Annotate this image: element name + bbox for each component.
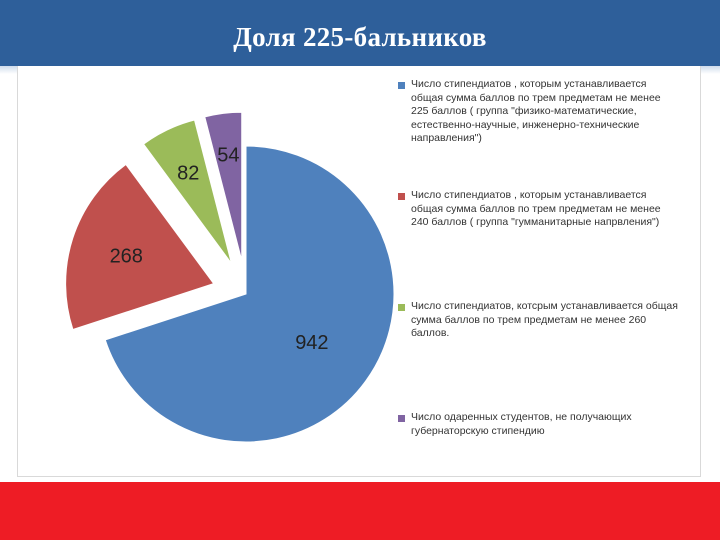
title-bar bbox=[0, 0, 720, 66]
slice-data-label: 942 bbox=[295, 332, 328, 354]
slice-data-label: 82 bbox=[177, 162, 199, 184]
slice-data-label: 268 bbox=[110, 246, 143, 268]
legend-swatch bbox=[398, 415, 405, 422]
slide-title: Доля 225-бальников bbox=[233, 22, 487, 52]
pie-slice bbox=[142, 119, 232, 264]
pie-slice bbox=[204, 111, 243, 261]
chart-legend: Число стипендиатов , которым устанавлива… bbox=[398, 0, 688, 476]
legend-label: Число стипендиатов , которым устанавлива… bbox=[411, 78, 661, 145]
legend-label: Число стипендиатов , которым устанавлива… bbox=[411, 189, 661, 229]
legend-swatch bbox=[398, 82, 405, 89]
pie-slice bbox=[104, 145, 395, 443]
legend-swatch bbox=[398, 193, 405, 200]
legend-label: Число одаренных студентов, не получающих… bbox=[411, 411, 632, 437]
legend-swatch bbox=[398, 304, 405, 311]
slice-data-label: 54 bbox=[217, 145, 239, 167]
footer-bar bbox=[0, 482, 720, 540]
legend-label: Число стипендиатов, котсрым устанавливае… bbox=[411, 300, 678, 340]
pie-slice bbox=[65, 163, 215, 331]
